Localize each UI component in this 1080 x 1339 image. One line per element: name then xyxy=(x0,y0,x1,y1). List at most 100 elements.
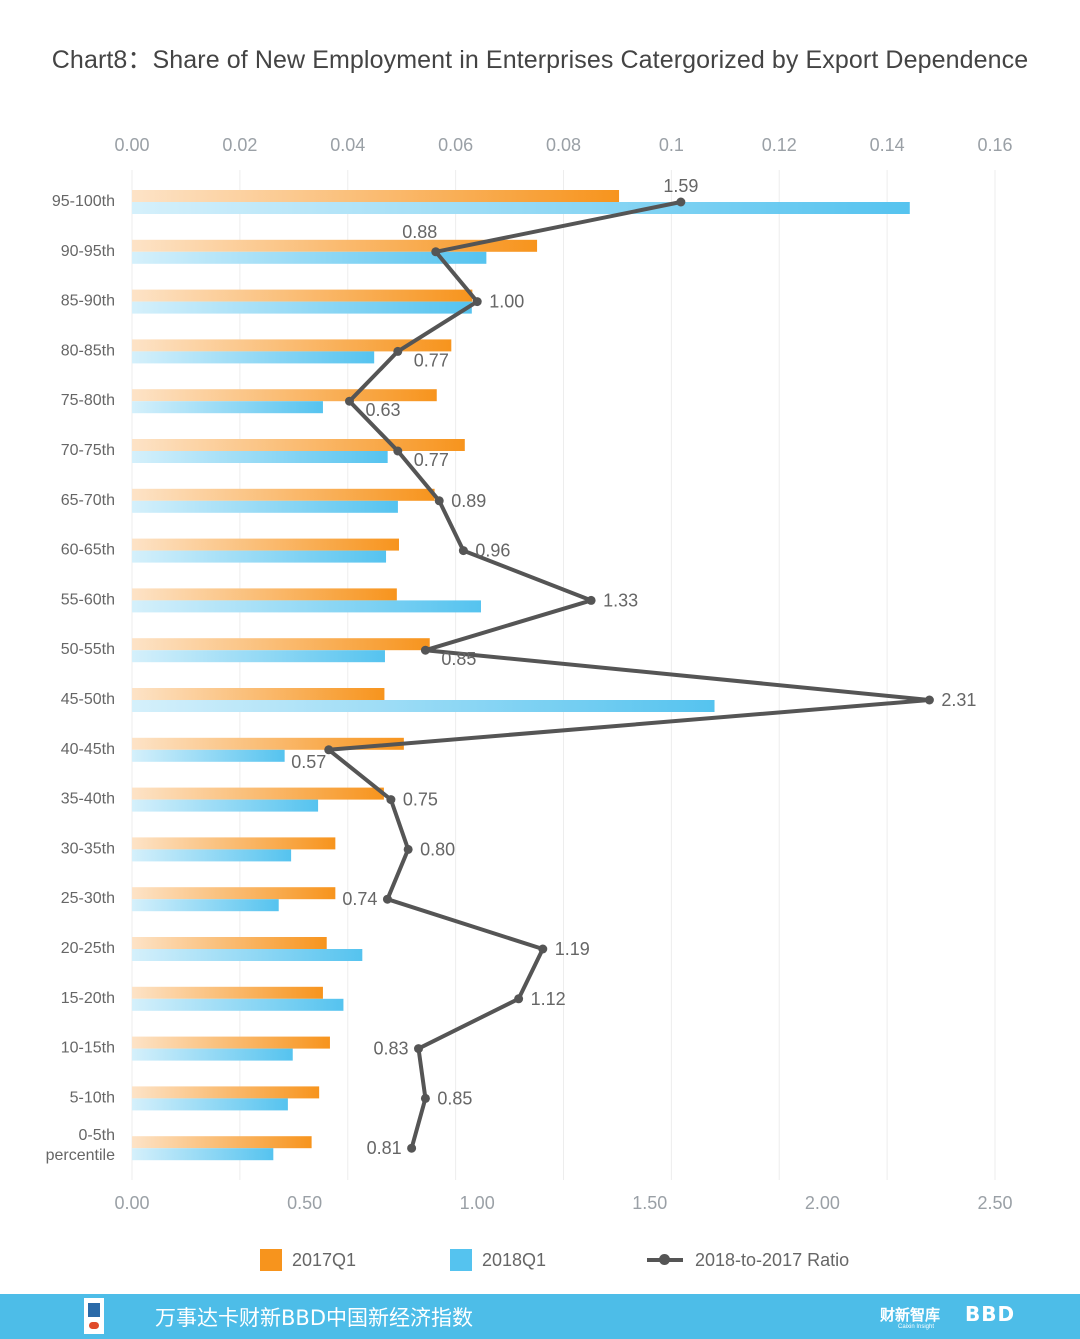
bar-2018q1 xyxy=(132,351,375,364)
bar-2017q1 xyxy=(132,1036,330,1049)
legend-item-2018q1: 2018Q1 xyxy=(450,1246,546,1274)
ratio-point xyxy=(924,695,934,705)
caixin-insight-subtitle: Caixin Insight xyxy=(898,1324,935,1330)
bottom-tick-label: 2.00 xyxy=(805,1193,840,1213)
ratio-data-label: 2.31 xyxy=(941,690,976,710)
ratio-point xyxy=(324,745,334,755)
category-label: 0-5th xyxy=(79,1127,115,1144)
ratio-data-label: 0.75 xyxy=(403,790,438,810)
ratio-data-label: 0.96 xyxy=(475,541,510,561)
ratio-data-label: 0.77 xyxy=(414,350,449,370)
category-label: 95-100th xyxy=(52,193,115,210)
top-tick-label: 0.06 xyxy=(438,135,473,155)
legend-label: 2017Q1 xyxy=(292,1249,357,1270)
bar-2017q1 xyxy=(132,538,399,551)
ratio-data-label: 0.83 xyxy=(373,1039,408,1059)
bar-2017q1 xyxy=(132,787,384,800)
category-label: 55-60th xyxy=(61,591,115,608)
bar-2018q1 xyxy=(132,650,385,663)
ratio-point xyxy=(403,844,413,854)
ratio-data-label: 0.88 xyxy=(402,222,437,242)
ratio-polyline xyxy=(326,200,932,1149)
chart-title: Chart8：Share of New Employment in Enterp… xyxy=(51,46,1029,74)
bar-2018q1 xyxy=(132,401,323,414)
ratio-data-label: 0.85 xyxy=(437,1088,472,1108)
chart-area: 0.00 0.02 0.04 0.06 0.08 0.1 0.12 0.14 0.16 0.00… xyxy=(46,135,1013,1213)
bar-2017q1 xyxy=(132,638,430,651)
ratio-point xyxy=(538,944,548,954)
bar-2017q1 xyxy=(132,737,404,750)
card-logo-icon xyxy=(84,1298,104,1334)
bar-2018q1 xyxy=(132,949,363,961)
category-label: 80-85th xyxy=(61,342,115,359)
ratio-point xyxy=(472,297,482,307)
category-label: 30-35th xyxy=(61,840,115,857)
footer-title: 万事达卡财新BBD中国新经济指数 xyxy=(155,1306,473,1330)
ratio-data-label: 0.77 xyxy=(414,450,449,470)
category-label: 35-40th xyxy=(61,791,115,808)
bar-2017q1 xyxy=(132,289,473,302)
ratio-data-label: 0.85 xyxy=(441,649,476,669)
bars xyxy=(132,190,910,1161)
category-label: 65-70th xyxy=(61,492,115,509)
ratio-point xyxy=(414,1044,424,1054)
bar-2017q1 xyxy=(132,339,452,352)
top-tick-label: 0.12 xyxy=(762,135,797,155)
ratio-point xyxy=(586,595,596,605)
ratio-point xyxy=(434,496,444,506)
legend-label: 2018-to-2017 Ratio xyxy=(695,1249,850,1270)
bottom-tick-label: 2.50 xyxy=(977,1193,1012,1213)
ratio-point xyxy=(382,894,392,904)
ratio-point xyxy=(676,197,686,207)
bbd-logo: BBD xyxy=(965,1302,1016,1326)
legend-line-marker xyxy=(647,1249,683,1271)
ratio-point xyxy=(420,645,430,655)
bottom-tick-label: 0.50 xyxy=(287,1193,322,1213)
category-label: percentile xyxy=(46,1147,115,1164)
bottom-tick-label: 1.00 xyxy=(460,1193,495,1213)
bar-2017q1 xyxy=(132,986,323,999)
top-tick-label: 0.16 xyxy=(977,135,1012,155)
top-tick-label: 0.1 xyxy=(659,135,684,155)
category-label: 60-65th xyxy=(61,542,115,559)
ratio-point xyxy=(386,795,396,805)
top-tick-label: 0.14 xyxy=(870,135,905,155)
legend-swatch-orange xyxy=(260,1249,282,1271)
bar-2018q1 xyxy=(132,202,910,214)
legend-label: 2018Q1 xyxy=(482,1249,547,1270)
bottom-tick-label: 0.00 xyxy=(114,1193,149,1213)
footer-banner: 万事达卡财新BBD中国新经济指数 财新智库 Caixin Insight BBD xyxy=(0,1294,1080,1339)
ratio-data-label: 1.19 xyxy=(555,939,590,959)
category-label: 75-80th xyxy=(61,392,115,409)
legend-item-2017q1: 2017Q1 xyxy=(260,1246,356,1274)
bar-2017q1 xyxy=(132,588,397,601)
ratio-line: 1.59 0.88 1.00 0.77 0.63 0.77 0.89 0.96 1.33 0.85… xyxy=(291,176,976,1158)
grid-lines xyxy=(131,170,996,1180)
category-label: 10-15th xyxy=(61,1040,115,1057)
bar-2018q1 xyxy=(132,600,481,613)
ratio-point xyxy=(514,994,524,1004)
top-tick-label: 0.02 xyxy=(222,135,257,155)
ratio-point xyxy=(431,247,441,257)
legend: 2017Q1 2018Q1 2018-to-2017 Ratio xyxy=(0,1246,1080,1276)
bar-2018q1 xyxy=(132,550,387,563)
bar-2017q1 xyxy=(132,488,435,501)
ratio-data-label: 0.80 xyxy=(420,839,455,859)
bar-2017q1 xyxy=(132,887,336,900)
top-tick-label: 0.04 xyxy=(330,135,365,155)
bar-2017q1 xyxy=(132,688,385,700)
bar-2018q1 xyxy=(132,1098,288,1111)
ratio-point xyxy=(407,1143,417,1153)
ratio-data-label: 1.59 xyxy=(663,176,698,196)
ratio-data-label: 1.33 xyxy=(603,590,638,610)
bar-2018q1 xyxy=(132,700,715,712)
category-label: 90-95th xyxy=(61,243,115,260)
bar-2018q1 xyxy=(132,451,388,463)
legend-item-ratio: 2018-to-2017 Ratio xyxy=(647,1246,849,1274)
caixin-insight-logo: 财新智库 xyxy=(880,1306,941,1324)
category-label: 15-20th xyxy=(61,990,115,1007)
bar-2018q1 xyxy=(132,799,319,812)
ratio-point xyxy=(393,446,403,456)
bar-2017q1 xyxy=(132,439,465,451)
category-label: 45-50th xyxy=(61,691,115,708)
